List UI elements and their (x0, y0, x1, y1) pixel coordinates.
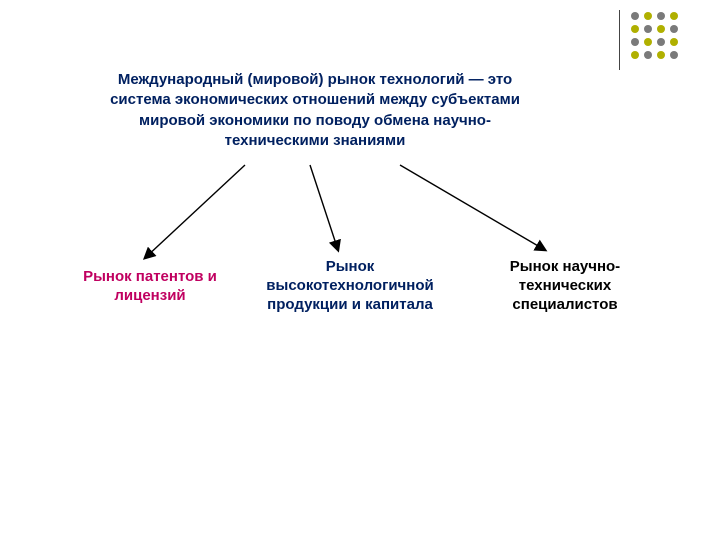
decor-dot-grid (631, 12, 680, 61)
arrow-right (400, 165, 545, 250)
decor-vertical-line (619, 10, 620, 70)
arrow-left (145, 165, 245, 258)
branch-middle: Рынок высокотехнологичной продукции и ка… (250, 258, 450, 314)
branch-right: Рынок научно-технических специалистов (490, 258, 640, 314)
arrow-middle (310, 165, 338, 250)
branch-left: Рынок патентов и лицензий (70, 268, 230, 306)
diagram-title: Международный (мировой) рынок технологий… (110, 70, 520, 151)
